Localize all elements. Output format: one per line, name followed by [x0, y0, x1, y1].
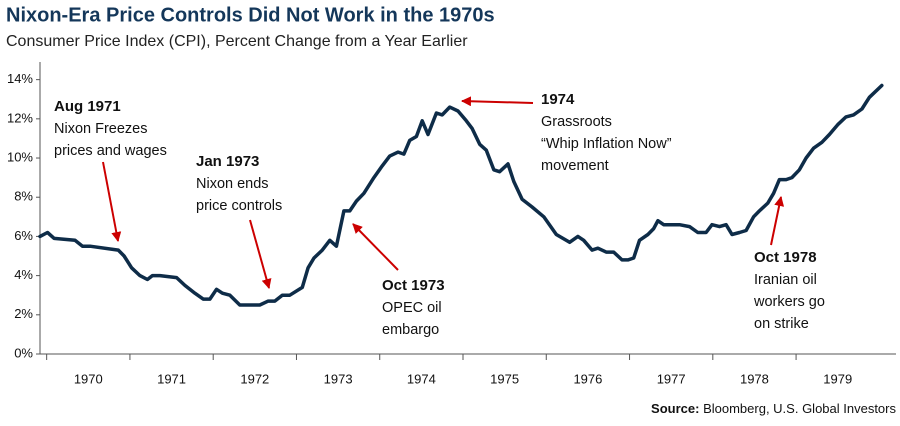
source: Source: Bloomberg, U.S. Global Investors	[651, 401, 896, 416]
annotation-text: price controls	[196, 198, 282, 214]
y-tick-label: 6%	[14, 228, 33, 243]
y-tick-label: 4%	[14, 267, 33, 282]
source-text: Bloomberg, U.S. Global Investors	[703, 401, 896, 416]
annotation-text: “Whip Inflation Now”	[541, 136, 672, 152]
annotation-text: Nixon Freezes	[54, 121, 147, 137]
x-tick-label: 1978	[740, 371, 769, 386]
y-tick-label: 14%	[7, 71, 33, 86]
annotation-text: Nixon ends	[196, 176, 269, 192]
y-tick-label: 0%	[14, 345, 33, 360]
chart-title: Nixon-Era Price Controls Did Not Work in…	[6, 4, 495, 26]
x-tick-label: 1977	[657, 371, 686, 386]
y-tick-label: 2%	[14, 306, 33, 321]
x-tick-label: 1972	[240, 371, 269, 386]
annotation-text: embargo	[382, 322, 439, 338]
annotation-text: on strike	[754, 316, 809, 332]
arrow	[352, 223, 399, 271]
x-tick-label: 1973	[324, 371, 353, 386]
arrow	[461, 96, 534, 107]
annotation-text: Grassroots	[541, 114, 612, 130]
annotation-text: prices and wages	[54, 143, 167, 159]
annotation-text: OPEC oil	[382, 300, 442, 316]
source-label: Source:	[651, 401, 699, 416]
annotation-title: Oct 1973	[382, 277, 445, 294]
x-tick-label: 1974	[407, 371, 436, 386]
annotation-text: workers go	[753, 294, 825, 310]
annotation-title: Oct 1978	[754, 249, 817, 266]
arrow	[249, 219, 272, 289]
annotation-title: 1974	[541, 91, 575, 108]
cpi-line	[38, 83, 884, 307]
chart-subtitle: Consumer Price Index (CPI), Percent Chan…	[6, 33, 468, 50]
arrow	[102, 161, 122, 242]
y-tick-label: 12%	[7, 110, 33, 125]
annotation-title: Jan 1973	[196, 153, 259, 170]
x-tick-label: 1976	[573, 371, 602, 386]
annotation-text: Iranian oil	[754, 272, 817, 288]
annotation-text: movement	[541, 158, 609, 174]
x-tick-label: 1971	[157, 371, 186, 386]
annotation-title: Aug 1971	[54, 98, 121, 115]
x-tick-label: 1979	[823, 371, 852, 386]
y-tick-label: 10%	[7, 149, 33, 164]
y-tick-label: 8%	[14, 189, 33, 204]
arrows	[102, 96, 785, 289]
x-tick-label: 1975	[490, 371, 519, 386]
arrow	[770, 196, 785, 246]
x-tick-label: 1970	[74, 371, 103, 386]
